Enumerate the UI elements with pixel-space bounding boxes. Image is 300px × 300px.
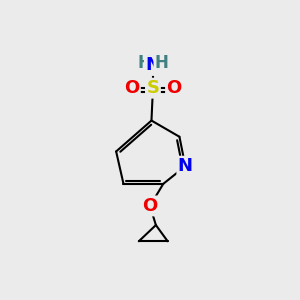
Text: H: H bbox=[155, 53, 169, 71]
Text: O: O bbox=[142, 197, 158, 215]
Text: N: N bbox=[178, 157, 193, 175]
Text: H: H bbox=[137, 53, 151, 71]
Text: N: N bbox=[146, 56, 160, 74]
Text: O: O bbox=[124, 79, 140, 97]
Text: O: O bbox=[167, 79, 182, 97]
Text: S: S bbox=[146, 79, 159, 97]
